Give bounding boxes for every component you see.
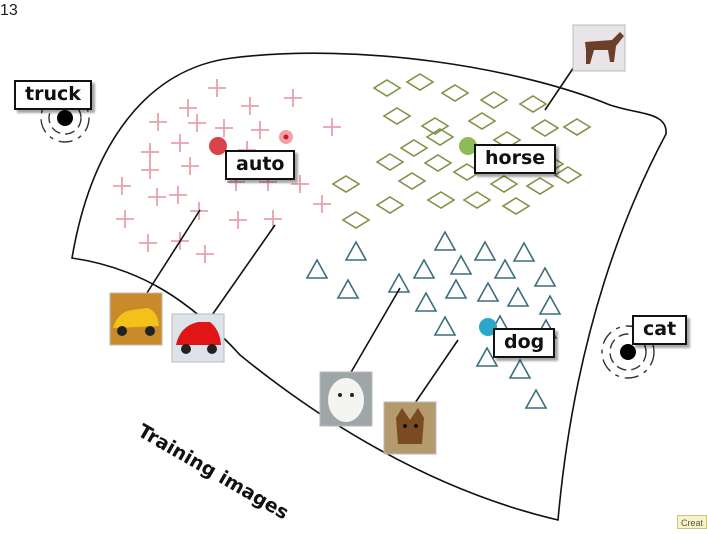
triangle-marker-20 — [508, 358, 532, 379]
triangle-marker-15 — [538, 294, 562, 315]
dog-centroid-dot — [479, 318, 497, 336]
diamond-marker-18 — [331, 175, 361, 193]
auto-centroid-dot — [209, 137, 227, 155]
cat-outlier-point — [601, 325, 655, 379]
dog-brown-thumbnail — [383, 401, 437, 455]
plus-marker-22 — [116, 210, 134, 228]
diamond-marker-3 — [479, 91, 509, 109]
auto-label: auto — [225, 150, 296, 180]
triangle-marker-13 — [506, 286, 530, 307]
plus-marker-10 — [171, 134, 189, 152]
diamond-marker-25 — [501, 197, 531, 215]
triangle-marker-14 — [414, 291, 438, 312]
diamond-marker-13 — [375, 153, 405, 171]
plus-marker-6 — [215, 119, 233, 137]
plus-marker-2 — [241, 97, 259, 115]
triangle-marker-3 — [512, 241, 536, 262]
plus-marker-17 — [113, 177, 131, 195]
truck-label: truck — [14, 80, 92, 110]
triangle-marker-10 — [387, 272, 411, 293]
horse-thumbnail — [572, 24, 626, 72]
plus-marker-12 — [181, 157, 199, 175]
diamond-marker-24 — [462, 191, 492, 209]
plus-marker-19 — [169, 186, 187, 204]
diamond-marker-23 — [426, 191, 456, 209]
auto-selected-point-core — [283, 134, 289, 140]
connector-lines — [144, 57, 581, 404]
connector-dog-brown — [414, 339, 459, 404]
triangle-marker-19 — [475, 346, 499, 367]
plus-marker-4 — [149, 113, 167, 131]
triangle-marker-0 — [433, 230, 457, 251]
horse-label: horse — [474, 144, 557, 174]
plus-marker-13 — [141, 161, 159, 179]
triangle-marker-11 — [444, 278, 468, 299]
diamond-marker-1 — [405, 73, 435, 91]
plus-marker-8 — [323, 118, 341, 136]
triangle-marker-6 — [449, 254, 473, 275]
triangle-marker-16 — [433, 315, 457, 336]
diamond-marker-26 — [341, 211, 371, 229]
diamond-marker-22 — [375, 196, 405, 214]
dog-white-thumbnail — [319, 371, 373, 427]
diamond-marker-8 — [530, 119, 560, 137]
plus-marker-7 — [251, 121, 269, 139]
horse-centroid-dot — [459, 137, 477, 155]
plus-marker-23 — [229, 211, 247, 229]
plus-marker-16 — [291, 175, 309, 193]
plus-marker-27 — [196, 245, 214, 263]
diamond-marker-11 — [425, 128, 455, 146]
plus-marker-5 — [188, 114, 206, 132]
triangle-marker-12 — [476, 281, 500, 302]
connector-dog-white — [349, 287, 401, 375]
plus-marker-3 — [284, 89, 302, 107]
triangle-marker-5 — [412, 258, 436, 279]
cat-label: cat — [632, 315, 688, 345]
diamond-marker-9 — [562, 118, 592, 136]
connector-auto-red — [209, 224, 276, 319]
auto-red-car-thumbnail — [171, 313, 225, 363]
auto-yellow-car-thumbnail — [109, 292, 163, 346]
plus-marker-0 — [208, 79, 226, 97]
plus-marker-20 — [313, 195, 331, 213]
diamond-marker-0 — [372, 79, 402, 97]
triangle-marker-4 — [305, 258, 329, 279]
triangle-marker-8 — [533, 266, 557, 287]
diamond-marker-5 — [382, 107, 412, 125]
connector-auto-yellow — [144, 209, 201, 297]
triangle-marker-9 — [336, 278, 360, 299]
plus-marker-18 — [148, 188, 166, 206]
triangle-marker-21 — [524, 388, 548, 409]
diamond-marker-21 — [525, 177, 555, 195]
triangle-marker-1 — [344, 240, 368, 261]
diamond-marker-7 — [467, 112, 497, 130]
diamond-marker-17 — [553, 166, 583, 184]
diamond-marker-10 — [399, 139, 429, 157]
dog-label: dog — [493, 328, 556, 358]
diamond-marker-20 — [489, 175, 519, 193]
diamond-marker-2 — [440, 84, 470, 102]
plus-marker-1 — [179, 99, 197, 117]
slide-number: 13 — [0, 2, 18, 19]
create-tab[interactable]: Creat — [677, 515, 707, 529]
diamond-marker-19 — [397, 172, 427, 190]
diamond-marker-14 — [423, 154, 453, 172]
triangle-marker-7 — [493, 258, 517, 279]
diamond-marker-6 — [420, 117, 450, 135]
triangle-marker-2 — [473, 240, 497, 261]
diamond-marker-4 — [518, 95, 548, 113]
plus-marker-25 — [139, 234, 157, 252]
plus-marker-24 — [264, 210, 282, 228]
plus-marker-9 — [141, 143, 159, 161]
